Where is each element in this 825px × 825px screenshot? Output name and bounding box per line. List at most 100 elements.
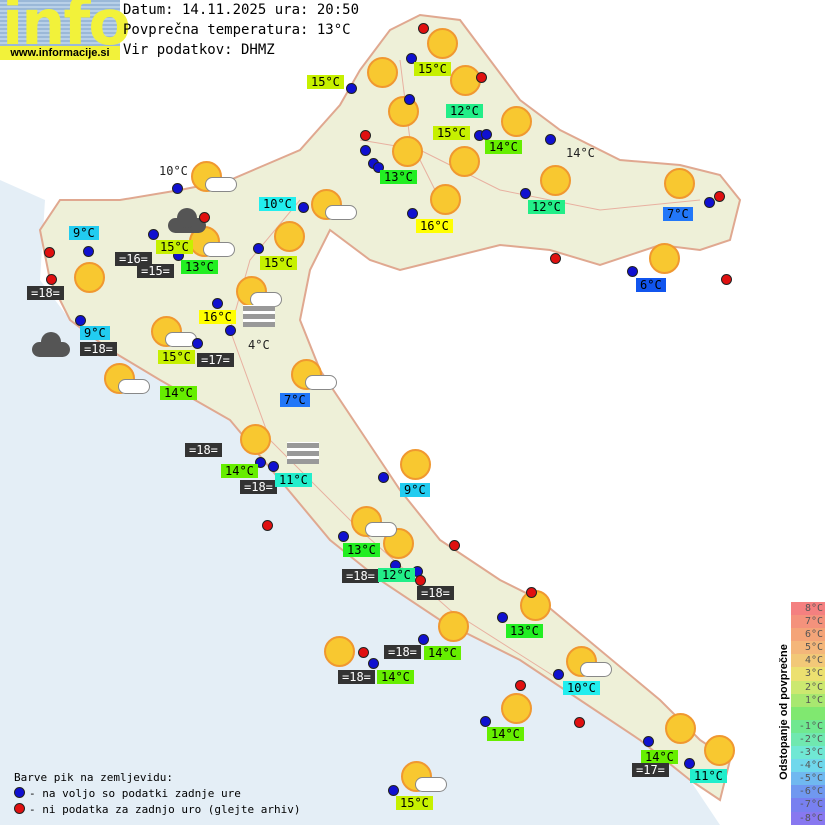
station-dot-available[interactable] [255, 457, 266, 468]
station-dot-available[interactable] [684, 758, 695, 769]
station-dot-missing[interactable] [515, 680, 526, 691]
sea-temp-label: =18= [80, 342, 117, 356]
temperature-label: 7°C [280, 393, 310, 407]
sunny-icon [540, 165, 571, 196]
scale-step: 1°C [791, 693, 825, 707]
station-dot-missing[interactable] [721, 274, 732, 285]
station-dot-missing[interactable] [526, 587, 537, 598]
scale-step: -7°C [791, 798, 825, 812]
logo-url[interactable]: www.informacije.si [0, 46, 120, 60]
station-dot-missing[interactable] [415, 575, 426, 586]
temperature-label: 16°C [199, 310, 236, 324]
station-dot-missing[interactable] [360, 130, 371, 141]
station-dot-missing[interactable] [46, 274, 57, 285]
station-dot-missing[interactable] [449, 540, 460, 551]
logo[interactable]: info www.informacije.si [0, 0, 131, 60]
station-dot-available[interactable] [407, 208, 418, 219]
avg-temp-line: Povprečna temperatura: 13°C [123, 22, 351, 38]
temperature-label: 11°C [275, 473, 312, 487]
sunny-icon [501, 693, 532, 724]
sea-temp-label: =18= [240, 480, 277, 494]
temperature-label: 15°C [414, 62, 451, 76]
temperature-label: 12°C [378, 568, 415, 582]
station-dot-available[interactable] [373, 162, 384, 173]
sunny-icon [450, 65, 481, 96]
temperature-label: 15°C [158, 350, 195, 364]
date-line: Datum: 14.11.2025 ura: 20:50 [123, 2, 360, 18]
sea-temp-label: =18= [27, 286, 64, 300]
station-dot-available[interactable] [553, 669, 564, 680]
station-dot-available[interactable] [83, 246, 94, 257]
scale-step: -8°C [791, 811, 825, 825]
sunny-icon [427, 28, 458, 59]
station-dot-available[interactable] [497, 612, 508, 623]
station-dot-available[interactable] [388, 785, 399, 796]
temperature-label: 14°C [566, 146, 595, 160]
scale-step: -3°C [791, 746, 825, 760]
red-dot-icon [14, 803, 25, 814]
temperature-label: 14°C [377, 670, 414, 684]
station-dot-missing[interactable] [418, 23, 429, 34]
temperature-label: 10°C [563, 681, 600, 695]
temperature-label: 7°C [663, 207, 693, 221]
temperature-label: 14°C [160, 386, 197, 400]
station-dot-missing[interactable] [714, 191, 725, 202]
sunny-icon [430, 184, 461, 215]
sunny-icon [392, 136, 423, 167]
station-dot-available[interactable] [480, 716, 491, 727]
station-dot-available[interactable] [404, 94, 415, 105]
station-dot-available[interactable] [172, 183, 183, 194]
station-dot-available[interactable] [75, 315, 86, 326]
station-dot-missing[interactable] [44, 247, 55, 258]
station-dot-available[interactable] [148, 229, 159, 240]
dark-cloud-icon [32, 332, 70, 357]
temperature-label: 12°C [446, 104, 483, 118]
cloud-icon [203, 242, 235, 257]
temperature-label: 10°C [159, 164, 188, 178]
station-dot-available[interactable] [212, 298, 223, 309]
station-dot-available[interactable] [627, 266, 638, 277]
station-dot-available[interactable] [360, 145, 371, 156]
cloud-icon [118, 379, 150, 394]
station-dot-available[interactable] [406, 53, 417, 64]
station-dot-available[interactable] [520, 188, 531, 199]
station-dot-missing[interactable] [550, 253, 561, 264]
temperature-label: 15°C [260, 256, 297, 270]
sunny-icon [449, 146, 480, 177]
temperature-label: 11°C [690, 769, 727, 783]
scale-step: 5°C [791, 641, 825, 655]
temperature-label: 12°C [528, 200, 565, 214]
station-dot-available[interactable] [704, 197, 715, 208]
station-dot-available[interactable] [545, 134, 556, 145]
station-dot-available[interactable] [481, 129, 492, 140]
sunny-icon [367, 57, 398, 88]
temperature-label: 14°C [487, 727, 524, 741]
legend-missing: - ni podatka za zadnjo uro (glejte arhiv… [29, 803, 301, 816]
station-dot-available[interactable] [192, 338, 203, 349]
temperature-label: 13°C [506, 624, 543, 638]
temperature-label: 15°C [156, 240, 193, 254]
station-dot-available[interactable] [418, 634, 429, 645]
temperature-label: 10°C [259, 197, 296, 211]
sea-temp-label: =18= [417, 586, 454, 600]
station-dot-missing[interactable] [574, 717, 585, 728]
station-dot-available[interactable] [253, 243, 264, 254]
station-dot-available[interactable] [338, 531, 349, 542]
temperature-label: 15°C [307, 75, 344, 89]
station-dot-missing[interactable] [358, 647, 369, 658]
station-dot-available[interactable] [268, 461, 279, 472]
scale-step: 7°C [791, 615, 825, 629]
sunny-icon [74, 262, 105, 293]
cloud-icon [305, 375, 337, 390]
station-dot-missing[interactable] [476, 72, 487, 83]
station-dot-available[interactable] [346, 83, 357, 94]
station-dot-available[interactable] [298, 202, 309, 213]
station-dot-available[interactable] [225, 325, 236, 336]
station-dot-missing[interactable] [262, 520, 273, 531]
station-dot-available[interactable] [368, 658, 379, 669]
cloud-icon [325, 205, 357, 220]
station-dot-available[interactable] [643, 736, 654, 747]
station-dot-missing[interactable] [199, 212, 210, 223]
station-dot-available[interactable] [378, 472, 389, 483]
